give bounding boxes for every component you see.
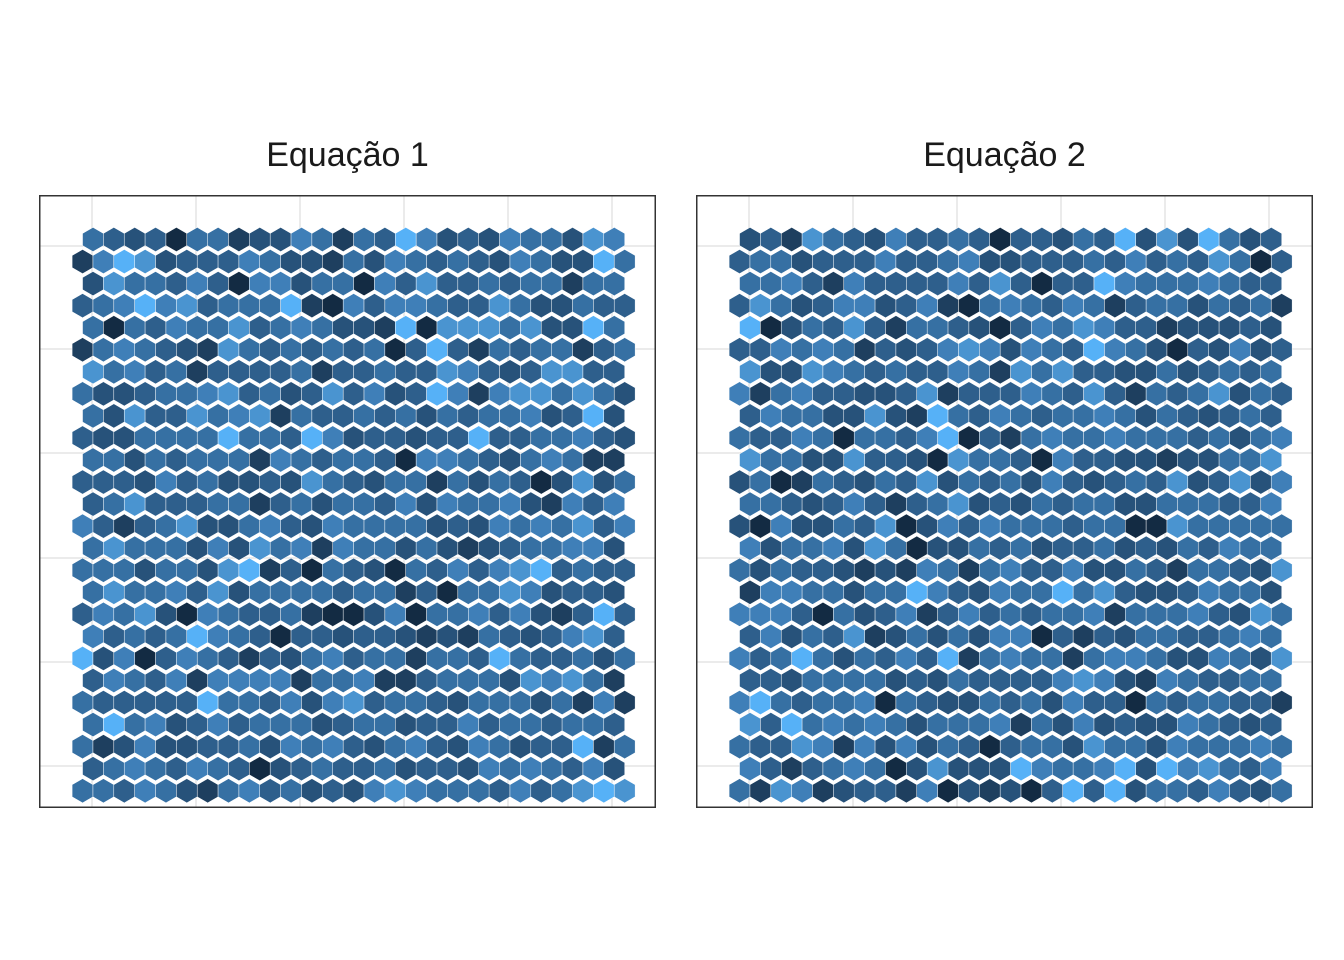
hex-cell (613, 425, 636, 451)
hex-cell (603, 668, 625, 693)
hex-cell (613, 734, 636, 760)
hex-cell (1260, 668, 1282, 693)
hex-cell (613, 249, 636, 274)
hex-cell (1270, 381, 1293, 407)
hex-cell (1270, 469, 1293, 495)
panel-border (696, 195, 1313, 808)
hex-cell (603, 403, 625, 429)
hex-cell (613, 778, 636, 804)
hex-cell (1270, 337, 1293, 363)
hex-cell (1270, 293, 1293, 319)
hex-cells (71, 227, 636, 804)
hex-cell (603, 271, 625, 296)
hex-cell (1260, 403, 1282, 429)
hex-cell (1270, 690, 1293, 715)
hex-cell (603, 315, 625, 341)
hex-cell (603, 579, 625, 605)
hex-map-panel-1 (39, 195, 656, 808)
hex-cell (1270, 249, 1293, 274)
hex-cell (603, 447, 625, 473)
panel-title-1: Equação 1 (266, 136, 429, 174)
hex-cell (1270, 778, 1293, 804)
hex-cell (613, 381, 636, 407)
hex-cell (603, 756, 625, 782)
hex-cell (1260, 579, 1282, 605)
hex-cell (603, 535, 625, 561)
hex-cell (1270, 425, 1293, 451)
hex-cell (1260, 447, 1282, 473)
hex-cell (1260, 227, 1282, 252)
hex-cell (603, 624, 625, 649)
hex-cell (613, 690, 636, 715)
hex-map-svg-1 (39, 195, 656, 808)
hex-cell (613, 513, 636, 539)
hex-cell (1260, 491, 1282, 517)
hex-cell (1260, 756, 1282, 782)
hex-cell (1260, 359, 1282, 385)
panel-border (39, 195, 656, 808)
hex-cell (613, 469, 636, 495)
hex-cell (613, 293, 636, 319)
hex-cell (603, 491, 625, 517)
hex-cell (1260, 624, 1282, 649)
hex-map-svg-2 (696, 195, 1313, 808)
panel-title-2: Equação 2 (923, 136, 1086, 174)
hex-cells (728, 227, 1293, 804)
hex-cell (1270, 734, 1293, 760)
hex-cell (613, 557, 636, 583)
hex-map-panel-2 (696, 195, 1313, 808)
hex-cell (613, 337, 636, 363)
hex-cell (1270, 513, 1293, 539)
hex-cell (613, 646, 636, 671)
hex-cell (1260, 315, 1282, 341)
hex-cell (1260, 712, 1282, 737)
hex-cell (603, 227, 625, 252)
hex-cell (603, 712, 625, 737)
hex-cell (1260, 535, 1282, 561)
hex-cell (1260, 271, 1282, 296)
hex-cell (1270, 557, 1293, 583)
hex-cell (613, 601, 636, 627)
hex-cell (1270, 646, 1293, 671)
hex-cell (603, 359, 625, 385)
hex-cell (1270, 601, 1293, 627)
